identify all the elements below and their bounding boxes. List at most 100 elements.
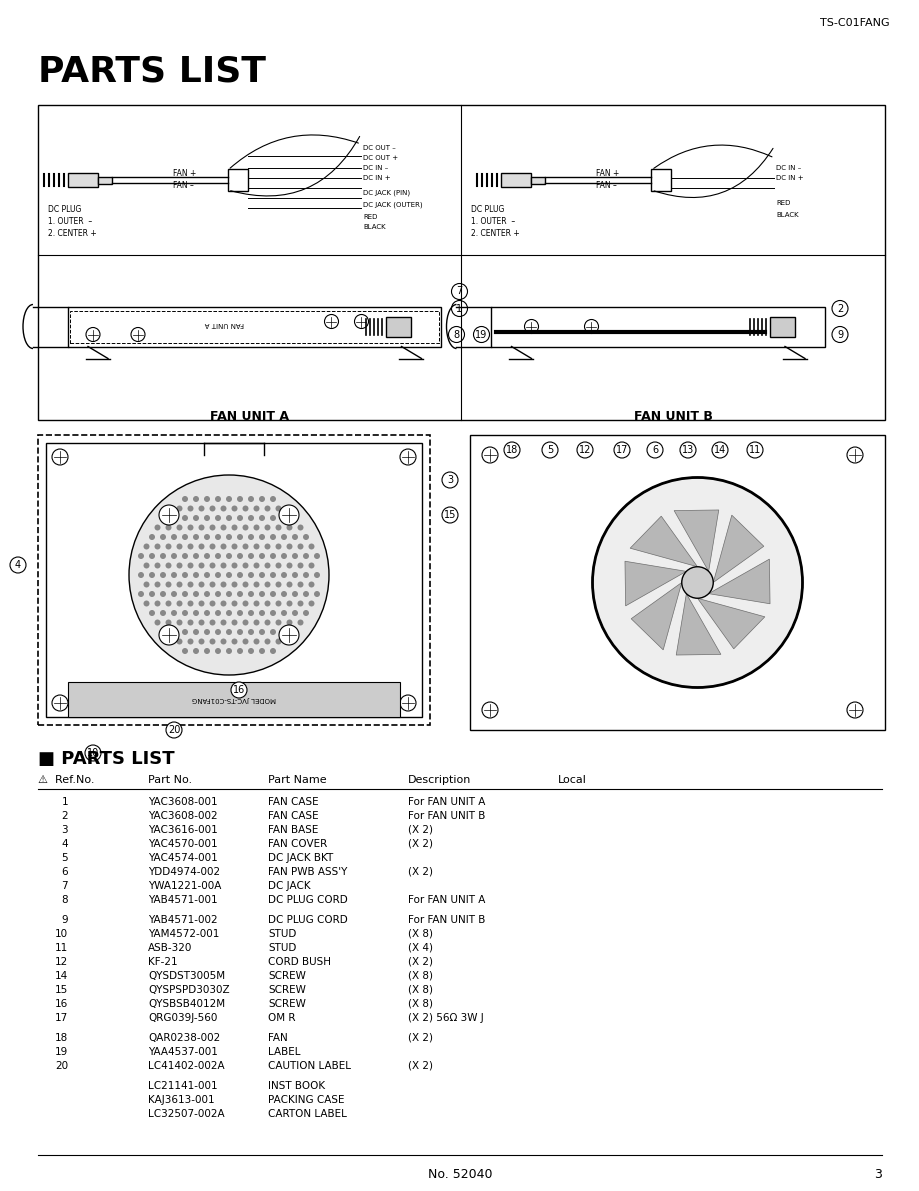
Circle shape bbox=[265, 619, 270, 625]
Text: 19: 19 bbox=[475, 330, 487, 339]
Text: 3: 3 bbox=[62, 825, 68, 835]
Circle shape bbox=[199, 543, 204, 549]
Circle shape bbox=[243, 581, 248, 587]
Circle shape bbox=[215, 591, 221, 597]
Text: Local: Local bbox=[558, 775, 586, 785]
Bar bbox=[68, 306, 441, 347]
Circle shape bbox=[231, 682, 246, 698]
Circle shape bbox=[291, 534, 298, 540]
Bar bbox=[68, 173, 98, 187]
Circle shape bbox=[584, 319, 598, 333]
Circle shape bbox=[165, 600, 171, 606]
Circle shape bbox=[232, 543, 237, 549]
Circle shape bbox=[165, 638, 171, 644]
Text: FAN UNIT A: FAN UNIT A bbox=[205, 322, 244, 328]
Text: DC JACK BKT: DC JACK BKT bbox=[267, 853, 333, 863]
Circle shape bbox=[280, 572, 287, 578]
Text: 10: 10 bbox=[55, 929, 68, 939]
Text: MODEL JVC-TS-C01FANG: MODEL JVC-TS-C01FANG bbox=[192, 697, 276, 703]
Circle shape bbox=[576, 442, 593, 459]
Circle shape bbox=[160, 629, 165, 635]
Circle shape bbox=[482, 701, 497, 718]
Circle shape bbox=[280, 591, 287, 597]
Circle shape bbox=[248, 553, 254, 559]
Circle shape bbox=[291, 572, 298, 578]
Text: 12: 12 bbox=[578, 445, 591, 455]
Polygon shape bbox=[675, 593, 720, 655]
Circle shape bbox=[265, 638, 270, 644]
Circle shape bbox=[143, 543, 149, 549]
Text: 11: 11 bbox=[748, 445, 760, 455]
Circle shape bbox=[199, 524, 204, 530]
Circle shape bbox=[308, 581, 314, 587]
Circle shape bbox=[286, 619, 292, 625]
Circle shape bbox=[265, 524, 270, 530]
Text: DC IN –: DC IN – bbox=[776, 166, 800, 172]
Circle shape bbox=[237, 610, 243, 616]
Circle shape bbox=[302, 572, 309, 578]
Circle shape bbox=[176, 524, 182, 530]
Circle shape bbox=[313, 553, 320, 559]
Circle shape bbox=[846, 447, 862, 463]
Circle shape bbox=[138, 591, 144, 597]
Polygon shape bbox=[630, 582, 681, 650]
Circle shape bbox=[278, 625, 299, 646]
Circle shape bbox=[204, 610, 210, 616]
Circle shape bbox=[138, 572, 144, 578]
Circle shape bbox=[171, 534, 176, 540]
Text: LC21141-001: LC21141-001 bbox=[148, 1081, 218, 1091]
Text: YWA1221-00A: YWA1221-00A bbox=[148, 881, 221, 891]
Circle shape bbox=[143, 581, 149, 587]
Circle shape bbox=[176, 581, 182, 587]
Text: OM R: OM R bbox=[267, 1014, 295, 1023]
Text: DC IN –: DC IN – bbox=[363, 166, 388, 172]
Circle shape bbox=[613, 442, 630, 459]
Circle shape bbox=[237, 648, 243, 654]
Circle shape bbox=[248, 572, 254, 578]
Polygon shape bbox=[674, 510, 718, 572]
Text: BLACK: BLACK bbox=[776, 212, 799, 218]
Polygon shape bbox=[708, 559, 769, 604]
Text: YAC3608-002: YAC3608-002 bbox=[148, 811, 218, 821]
Circle shape bbox=[210, 619, 215, 625]
Text: PARTS LIST: PARTS LIST bbox=[38, 55, 266, 89]
Circle shape bbox=[237, 629, 243, 635]
Text: (X 8): (X 8) bbox=[407, 999, 433, 1009]
Text: Description: Description bbox=[407, 775, 471, 785]
Text: DC JACK (PIN): DC JACK (PIN) bbox=[363, 191, 410, 197]
Circle shape bbox=[308, 600, 314, 606]
Circle shape bbox=[187, 505, 193, 511]
Text: 16: 16 bbox=[233, 685, 244, 696]
Circle shape bbox=[269, 629, 276, 635]
Circle shape bbox=[297, 524, 303, 530]
Circle shape bbox=[275, 600, 281, 606]
Circle shape bbox=[265, 562, 270, 568]
Circle shape bbox=[221, 600, 226, 606]
Bar bbox=[769, 317, 794, 337]
Circle shape bbox=[176, 638, 182, 644]
Circle shape bbox=[275, 619, 281, 625]
Circle shape bbox=[176, 562, 182, 568]
Bar bbox=[491, 306, 824, 347]
Circle shape bbox=[226, 572, 232, 578]
Text: ■ PARTS LIST: ■ PARTS LIST bbox=[38, 750, 175, 768]
Circle shape bbox=[193, 515, 199, 520]
Circle shape bbox=[210, 638, 215, 644]
Circle shape bbox=[154, 581, 160, 587]
Circle shape bbox=[193, 495, 199, 501]
Circle shape bbox=[280, 610, 287, 616]
Circle shape bbox=[291, 515, 298, 520]
Circle shape bbox=[52, 696, 68, 711]
Text: FAN CASE: FAN CASE bbox=[267, 811, 318, 821]
Text: FAN: FAN bbox=[267, 1033, 288, 1043]
Text: YAM4572-001: YAM4572-001 bbox=[148, 929, 219, 939]
Circle shape bbox=[286, 562, 292, 568]
Circle shape bbox=[221, 619, 226, 625]
Circle shape bbox=[504, 442, 519, 459]
Text: 8: 8 bbox=[62, 894, 68, 905]
Text: FAN +: FAN + bbox=[173, 169, 196, 177]
Circle shape bbox=[210, 562, 215, 568]
Circle shape bbox=[149, 572, 154, 578]
Circle shape bbox=[138, 553, 144, 559]
Circle shape bbox=[286, 543, 292, 549]
